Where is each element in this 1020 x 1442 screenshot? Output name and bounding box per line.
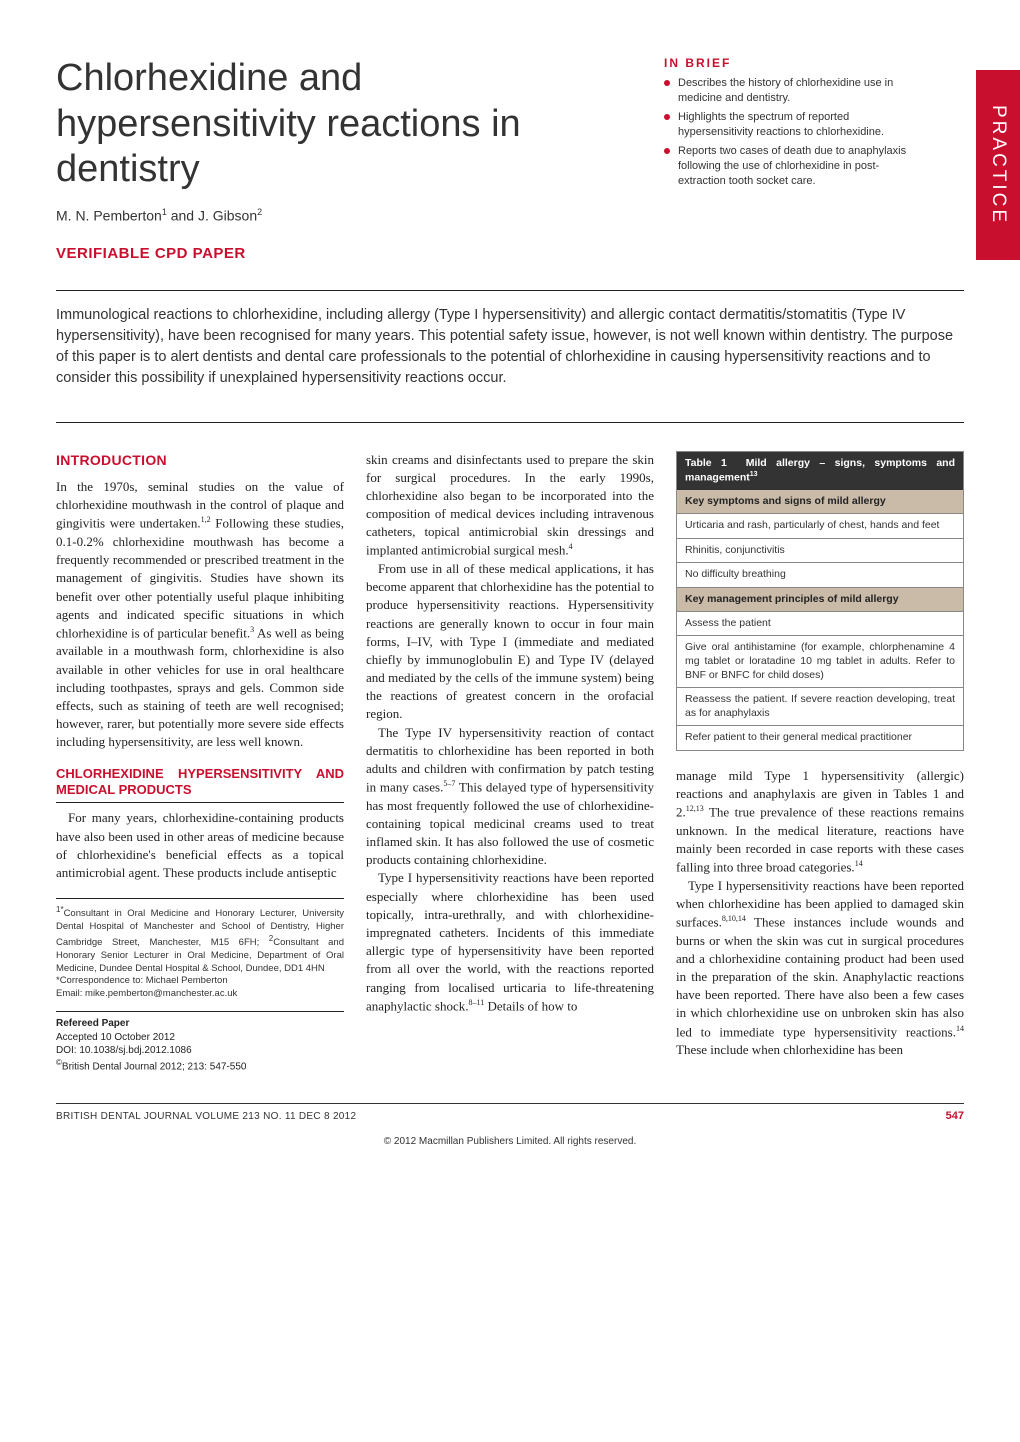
table-row: No difficulty breathing — [677, 563, 963, 588]
practice-tab-label: PRACTICE — [987, 105, 1009, 225]
body-paragraph: From use in all of these medical applica… — [366, 560, 654, 724]
column-2: skin creams and disinfectants used to pr… — [366, 451, 654, 1074]
body-paragraph: For many years, chlorhexidine-containing… — [56, 809, 344, 882]
body-paragraph: skin creams and disinfectants used to pr… — [366, 451, 654, 560]
divider — [56, 422, 964, 423]
article-title: Chlorhexidine and hypersensitivity react… — [56, 56, 624, 193]
body-columns: INTRODUCTION In the 1970s, seminal studi… — [56, 451, 964, 1074]
cpd-label: VERIFIABLE CPD PAPER — [56, 245, 624, 262]
body-paragraph: manage mild Type 1 hypersensitivity (all… — [676, 767, 964, 877]
in-brief-box: IN BRIEF Describes the history of chlorh… — [664, 56, 964, 262]
paper-metadata: Refereed PaperAccepted 10 October 2012DO… — [56, 1011, 344, 1073]
table-row: Reassess the patient. If severe reaction… — [677, 688, 963, 726]
page-footer: BRITISH DENTAL JOURNAL VOLUME 213 NO. 11… — [56, 1103, 964, 1122]
divider — [56, 290, 964, 291]
page-number: 547 — [946, 1110, 964, 1122]
in-brief-list: Describes the history of chlorhexidine u… — [664, 76, 914, 190]
introduction-heading: INTRODUCTION — [56, 451, 344, 471]
column-1: INTRODUCTION In the 1970s, seminal studi… — [56, 451, 344, 1074]
in-brief-item: Reports two cases of death due to anaphy… — [664, 144, 914, 190]
practice-side-tab: PRACTICE — [976, 70, 1020, 260]
author-affiliations: 1*Consultant in Oral Medicine and Honora… — [56, 898, 344, 1001]
copyright-line: © 2012 Macmillan Publishers Limited. All… — [56, 1136, 964, 1147]
table-row: Rhinitis, conjunctivitis — [677, 539, 963, 564]
body-paragraph: Type I hypersensitivity reactions have b… — [676, 877, 964, 1060]
table-row: Urticaria and rash, particularly of ches… — [677, 514, 963, 539]
in-brief-item: Highlights the spectrum of reported hype… — [664, 110, 914, 141]
table-row: Give oral antihistamine (for example, ch… — [677, 636, 963, 688]
table-1: Table 1 Mild allergy – signs, symptoms a… — [676, 451, 964, 752]
in-brief-item: Describes the history of chlorhexidine u… — [664, 76, 914, 107]
body-paragraph: The Type IV hypersensitivity reaction of… — [366, 724, 654, 870]
table-row: Refer patient to their general medical p… — [677, 726, 963, 750]
in-brief-heading: IN BRIEF — [664, 56, 914, 70]
body-paragraph: In the 1970s, seminal studies on the val… — [56, 478, 344, 751]
body-paragraph: Type I hypersensitivity reactions have b… — [366, 869, 654, 1015]
header-row: Chlorhexidine and hypersensitivity react… — [56, 56, 964, 262]
table-section-header: Key management principles of mild allerg… — [677, 588, 963, 612]
column-3: Table 1 Mild allergy – signs, symptoms a… — [676, 451, 964, 1074]
subheading: CHLORHEXIDINE HYPERSENSITIVITY AND MEDIC… — [56, 766, 344, 804]
abstract: Immunological reactions to chlorhexidine… — [56, 301, 964, 393]
table-section-header: Key symptoms and signs of mild allergy — [677, 490, 963, 514]
footer-journal-info: BRITISH DENTAL JOURNAL VOLUME 213 NO. 11… — [56, 1111, 356, 1122]
title-block: Chlorhexidine and hypersensitivity react… — [56, 56, 624, 262]
table-row: Assess the patient — [677, 612, 963, 637]
authors: M. N. Pemberton1 and J. Gibson2 — [56, 207, 624, 224]
table-title: Table 1 Mild allergy – signs, symptoms a… — [677, 452, 963, 491]
